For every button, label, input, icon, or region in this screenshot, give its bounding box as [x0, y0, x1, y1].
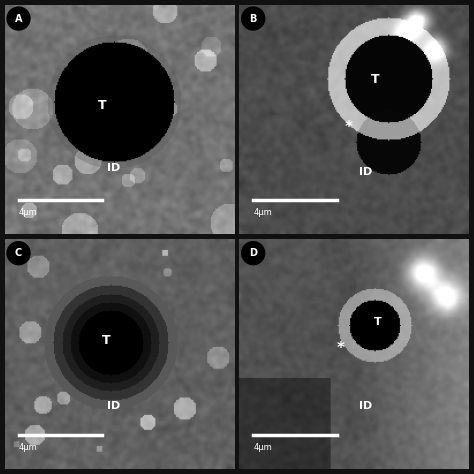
- Text: ID: ID: [107, 164, 120, 173]
- Text: D: D: [249, 248, 257, 258]
- Text: ID: ID: [107, 401, 120, 411]
- Text: *: *: [345, 120, 353, 135]
- Text: 4μm: 4μm: [253, 443, 272, 452]
- Text: *: *: [337, 341, 345, 356]
- Text: ID: ID: [359, 167, 373, 177]
- Circle shape: [242, 242, 264, 264]
- Text: C: C: [15, 248, 22, 258]
- Text: A: A: [15, 14, 22, 24]
- Text: T: T: [371, 73, 379, 86]
- Text: T: T: [98, 100, 107, 112]
- Text: 4μm: 4μm: [18, 443, 37, 452]
- Text: 4μm: 4μm: [253, 208, 272, 217]
- Text: B: B: [249, 14, 257, 24]
- Circle shape: [7, 242, 30, 264]
- Text: 4μm: 4μm: [18, 208, 37, 217]
- Circle shape: [7, 7, 30, 30]
- Text: ID: ID: [359, 401, 373, 411]
- Circle shape: [242, 7, 264, 30]
- Text: T: T: [374, 317, 381, 327]
- Text: T: T: [101, 334, 110, 347]
